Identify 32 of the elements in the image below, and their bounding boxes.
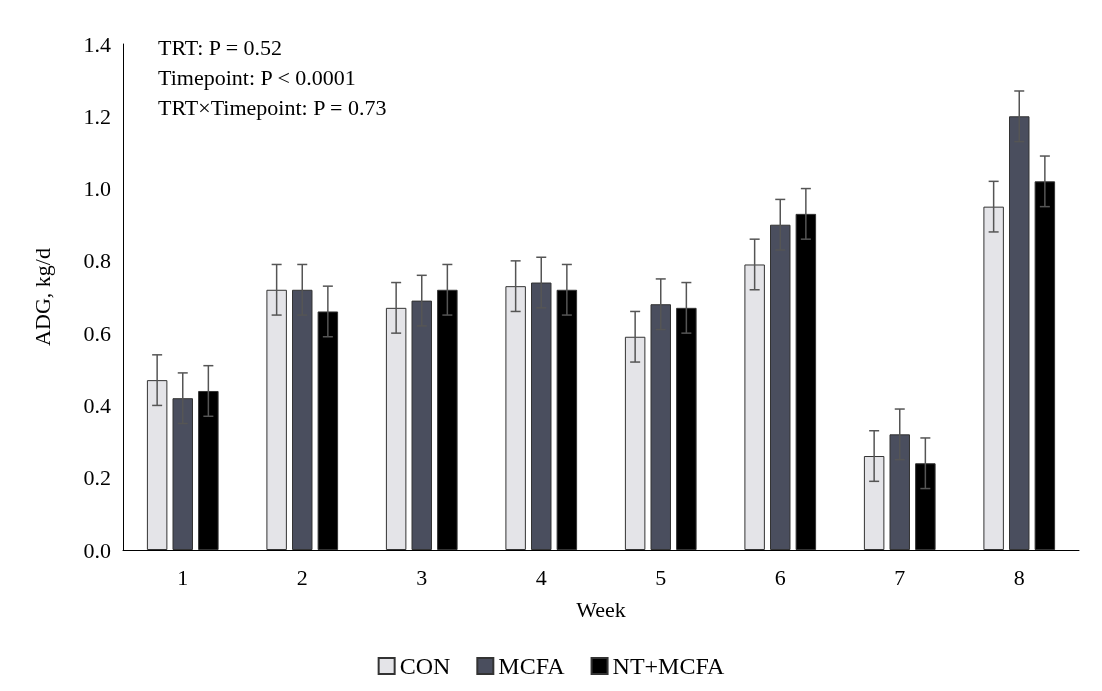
y-tick-label: 0.8: [83, 248, 111, 274]
x-tick-label: 7: [894, 564, 906, 590]
x-tick-label: 1: [177, 564, 189, 590]
y-tick-label: 0.2: [83, 465, 111, 491]
bar: [505, 286, 526, 550]
bar: [863, 456, 885, 550]
y-tick-label: 1.2: [83, 103, 111, 129]
bar: [146, 380, 168, 550]
y-tick-label: 0.6: [83, 320, 111, 346]
annotation: Timepoint: P < 0.0001: [158, 64, 356, 90]
y-axis-title: ADG, kg/d: [29, 248, 55, 346]
x-tick-label: 4: [535, 564, 547, 590]
y-tick-label: 0.0: [83, 537, 111, 563]
y-tick-label: 1.4: [83, 31, 111, 57]
bar: [744, 264, 765, 550]
x-tick-label: 6: [774, 564, 786, 590]
x-tick-label: 8: [1013, 564, 1025, 590]
y-tick-label: 0.4: [83, 392, 111, 418]
bar: [983, 206, 1004, 550]
y-tick-label: 1.0: [83, 176, 111, 202]
legend-label: NT+MCFA: [612, 653, 726, 679]
x-tick-label: 5: [655, 564, 667, 590]
annotation: TRT×Timepoint: P = 0.73: [158, 94, 387, 120]
legend-label: CON: [399, 653, 451, 679]
bar: [624, 336, 646, 550]
annotation: TRT: P = 0.52: [158, 34, 283, 60]
x-tick-label: 2: [296, 564, 308, 590]
bar: [385, 307, 407, 550]
x-axis-title: Week: [576, 596, 626, 622]
x-tick-label: 3: [416, 564, 428, 590]
legend-label: MCFA: [498, 653, 566, 679]
bar: [266, 289, 287, 550]
